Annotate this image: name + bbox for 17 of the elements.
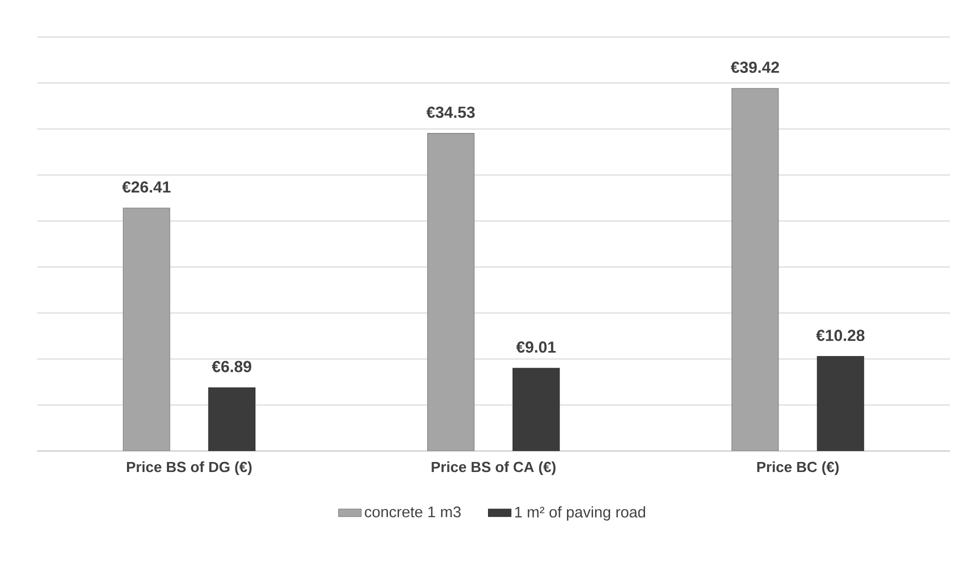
data-label: €26.41 (122, 181, 171, 193)
x-tick-label: Price BS of DG (€) (126, 461, 252, 476)
bar (208, 387, 256, 451)
data-label: €39.42 (730, 62, 779, 73)
data-label: €10.28 (816, 330, 864, 342)
data-label: €6.89 (212, 360, 252, 372)
bar (732, 88, 779, 451)
bar (512, 368, 560, 451)
legend-label: concrete 1 m3 (364, 506, 461, 518)
legend-label: 1 m² of paving road (515, 506, 646, 521)
x-tick-label: Price BC (€) (757, 461, 839, 476)
bar (816, 356, 864, 451)
data-label: €34.53 (426, 106, 475, 118)
bar (427, 133, 474, 451)
bar (122, 208, 170, 451)
data-label: €9.01 (516, 341, 556, 353)
x-tick-label: Price BS of CA (€) (432, 461, 556, 476)
